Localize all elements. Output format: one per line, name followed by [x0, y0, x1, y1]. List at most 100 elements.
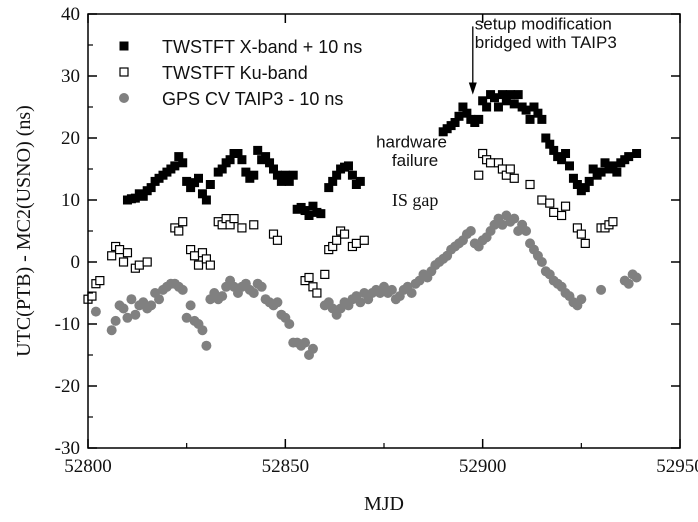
data-point — [505, 164, 515, 174]
data-point — [490, 93, 500, 103]
data-point — [497, 219, 508, 230]
legend-marker — [119, 67, 129, 77]
annotation-text: IS gap — [392, 190, 439, 210]
data-point — [276, 176, 286, 186]
data-point — [549, 207, 559, 217]
data-point — [146, 300, 157, 311]
data-point — [237, 223, 247, 233]
data-point — [576, 294, 587, 305]
data-point — [465, 226, 476, 236]
data-point — [556, 210, 567, 221]
data-point — [106, 325, 117, 336]
data-point — [482, 102, 492, 112]
data-point — [576, 229, 586, 239]
data-point — [154, 294, 165, 305]
data-point — [122, 312, 133, 323]
data-point — [320, 269, 330, 279]
data-point — [185, 300, 196, 311]
data-point — [229, 214, 239, 224]
data-point — [454, 111, 464, 121]
annotation-text: bridged with TAIP3 — [475, 33, 617, 52]
data-point — [478, 96, 488, 106]
data-point — [272, 297, 283, 308]
y-tick-label: -10 — [55, 314, 80, 335]
series-1 — [122, 90, 642, 220]
data-point — [568, 173, 578, 183]
data-point — [406, 288, 417, 298]
y-tick-label: 30 — [61, 66, 80, 87]
x-tick-label: 52900 — [459, 456, 507, 477]
data-point — [332, 170, 342, 180]
y-tick-label: 0 — [71, 252, 81, 273]
data-point — [170, 161, 180, 171]
data-point — [560, 201, 571, 211]
data-point — [114, 245, 125, 255]
data-point — [580, 238, 590, 248]
data-point — [110, 315, 121, 326]
data-point — [178, 158, 188, 168]
data-point — [261, 152, 271, 162]
data-point — [312, 288, 322, 298]
data-point — [332, 235, 342, 245]
data-point — [194, 173, 204, 183]
data-point — [142, 257, 152, 267]
data-point — [237, 155, 247, 165]
data-point — [580, 183, 590, 193]
data-point — [241, 167, 251, 177]
data-point — [509, 173, 519, 183]
legend-marker — [119, 93, 129, 103]
y-axis-title: UTC(PTB) - MC2(USNO) (ns) — [13, 105, 35, 357]
series-layer — [83, 90, 642, 360]
data-point — [249, 220, 259, 230]
data-point — [307, 343, 318, 354]
data-point — [608, 217, 618, 227]
data-point — [557, 155, 567, 165]
data-point — [359, 235, 369, 245]
data-point — [284, 319, 295, 329]
data-point — [521, 105, 531, 115]
data-point — [300, 337, 311, 348]
data-point — [174, 226, 184, 236]
data-point — [623, 278, 634, 289]
data-point — [205, 260, 215, 270]
data-point — [233, 149, 243, 158]
data-point — [564, 161, 574, 171]
data-point — [324, 183, 334, 193]
data-point — [572, 180, 582, 189]
data-point — [632, 149, 642, 158]
data-point — [146, 183, 156, 193]
data-point — [521, 226, 532, 236]
data-point — [304, 272, 314, 283]
data-point — [561, 149, 571, 158]
series-2 — [83, 148, 618, 304]
data-point — [584, 176, 594, 186]
data-point — [178, 217, 188, 227]
data-point — [256, 281, 267, 292]
y-tick-label: -20 — [55, 376, 80, 397]
y-tick-label: 10 — [61, 190, 80, 211]
data-point — [118, 257, 129, 267]
annotation-text: setup modification — [475, 15, 612, 34]
data-point — [280, 170, 290, 180]
data-point — [217, 164, 227, 174]
data-point — [197, 189, 207, 199]
data-point — [134, 260, 144, 270]
data-point — [174, 152, 184, 162]
data-point — [186, 183, 196, 193]
data-point — [90, 306, 101, 317]
data-point — [249, 170, 259, 180]
data-point — [308, 201, 318, 211]
data-point — [525, 114, 535, 124]
data-point — [631, 272, 642, 283]
data-point — [596, 284, 607, 295]
data-point — [122, 248, 133, 258]
data-point — [201, 340, 212, 351]
data-point — [612, 167, 622, 177]
data-point — [95, 276, 105, 286]
data-point — [253, 145, 263, 155]
data-point — [288, 170, 298, 180]
data-point — [268, 164, 278, 174]
y-tick-label: -30 — [55, 438, 80, 459]
x-tick-label: 52850 — [262, 456, 310, 477]
data-point — [304, 211, 314, 220]
